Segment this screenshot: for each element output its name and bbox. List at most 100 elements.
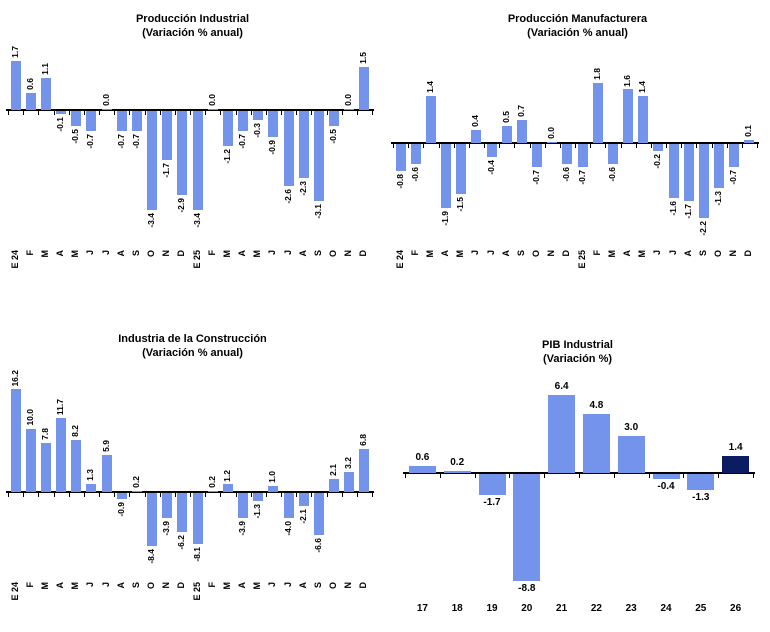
axis-tick [326, 111, 328, 115]
bar [268, 111, 279, 138]
bar [162, 493, 173, 518]
bar [116, 493, 127, 499]
axis-tick [579, 474, 580, 478]
bar-value-label: 3.2 [343, 456, 354, 469]
axis-tick [341, 111, 343, 115]
bar-value-label: -1.7 [161, 163, 172, 178]
bar-value-label: 16.2 [9, 369, 20, 387]
axis-tick [53, 493, 55, 497]
axis-tick [666, 144, 667, 148]
bar-value-label: 6.8 [358, 433, 369, 446]
bar [56, 417, 67, 492]
chart-title: PIB Industrial [542, 339, 613, 351]
x-axis-label: M [221, 250, 232, 258]
bar [222, 484, 233, 492]
bar-value-label: 0.1 [743, 124, 754, 137]
axis-tick [8, 493, 9, 497]
axis-tick [356, 111, 358, 115]
bar-value-label: -1.3 [692, 491, 710, 503]
bar [71, 111, 82, 126]
bar [283, 111, 294, 187]
bar-value-label: -0.7 [728, 170, 739, 186]
x-axis-label: A [55, 250, 66, 257]
chart-title: Industria de la Construcción [118, 333, 267, 345]
bar-value-label: -3.9 [161, 520, 172, 536]
x-axis-label: 20 [521, 603, 533, 614]
bar [253, 111, 264, 120]
bar-value-label: -0.3 [252, 122, 263, 138]
x-axis-label: M [221, 582, 232, 590]
bar [623, 89, 634, 143]
chart-pib-industrial: PIB Industrial (Variación %) 0.6 17 0.2 18 -… [385, 316, 770, 632]
bar-value-label: -2.6 [282, 189, 293, 205]
axis-tick [326, 493, 328, 497]
bar-value-label: -1.5 [455, 197, 466, 212]
bar [177, 111, 188, 196]
x-axis-label: A [622, 250, 633, 257]
x-axis-label: S [312, 250, 323, 257]
x-axis-label: 25 [695, 603, 707, 614]
bar [687, 474, 715, 490]
chart-title: Producción Industrial [135, 13, 250, 25]
chart-subtitle: (Variación %) [542, 353, 613, 365]
bar-value-label: -0.8 [394, 173, 405, 189]
axis-tick [468, 144, 470, 148]
axis-tick [159, 493, 161, 497]
bar [456, 144, 467, 195]
bar [10, 389, 21, 492]
x-axis-label: N [343, 250, 354, 257]
bar [147, 111, 158, 210]
bar [547, 141, 558, 143]
bar [744, 139, 755, 144]
bar [577, 144, 588, 168]
x-axis-label: D [743, 250, 754, 257]
x-axis-label: O [146, 250, 157, 258]
bar-value-label: 2.1 [328, 463, 339, 476]
plot-area: 1.7 E 24 0.6 F 1.1 M -0.1 A -0.5 M -0.7 J 0.0 J -0.7 A -… [0, 0, 385, 316]
bar-value-label: 0.0 [546, 126, 557, 139]
x-axis-label: J [485, 250, 496, 256]
x-axis-label: E 24 [394, 250, 405, 269]
bar [207, 108, 218, 110]
bar-value-label: -6.2 [176, 535, 187, 551]
bar-value-label: 1.1 [39, 63, 50, 76]
x-axis-label: A [115, 250, 126, 257]
chart-subtitle: (Variación % anual) [142, 347, 243, 359]
axis-tick [144, 111, 146, 115]
x-axis-label: M [424, 250, 435, 258]
axis-tick [514, 144, 516, 148]
x-axis-label: S [130, 582, 141, 589]
bar-value-label: -2.3 [297, 180, 308, 196]
bar-value-label: 1.4 [728, 441, 743, 453]
axis-tick [281, 493, 282, 497]
bar-value-label: -0.9 [267, 140, 278, 155]
bar [471, 129, 482, 143]
x-axis-label: J [282, 250, 293, 256]
bar-value-label: -0.6 [606, 167, 617, 182]
bar-value-label: 8.2 [70, 425, 81, 437]
x-axis-label: A [237, 582, 248, 589]
bar [714, 144, 725, 188]
bar-value-label: 0.6 [415, 451, 430, 463]
x-axis-label: D [358, 582, 369, 589]
x-axis-label: A [297, 582, 308, 589]
bar [329, 111, 340, 126]
axis-tick [129, 111, 131, 115]
bar [207, 490, 218, 492]
bar-value-label: 0.6 [24, 77, 35, 90]
bar-value-label: 0.2 [130, 475, 141, 488]
axis-tick [453, 144, 455, 148]
x-axis-label: F [409, 250, 420, 256]
bar-value-label: 1.0 [267, 470, 278, 483]
x-axis-label: J [282, 582, 293, 588]
x-axis-label: S [130, 250, 141, 257]
axis-tick [681, 144, 683, 148]
x-axis-label: S [697, 250, 708, 257]
x-axis-label: M [606, 250, 617, 258]
axis-tick [114, 493, 116, 497]
bar [71, 439, 82, 492]
axis-tick [220, 111, 222, 115]
axis-tick [590, 144, 592, 148]
bar [443, 470, 471, 473]
bar-value-label: 0.0 [343, 93, 354, 106]
